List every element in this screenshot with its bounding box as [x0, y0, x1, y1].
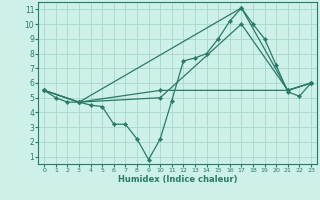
X-axis label: Humidex (Indice chaleur): Humidex (Indice chaleur) — [118, 175, 237, 184]
